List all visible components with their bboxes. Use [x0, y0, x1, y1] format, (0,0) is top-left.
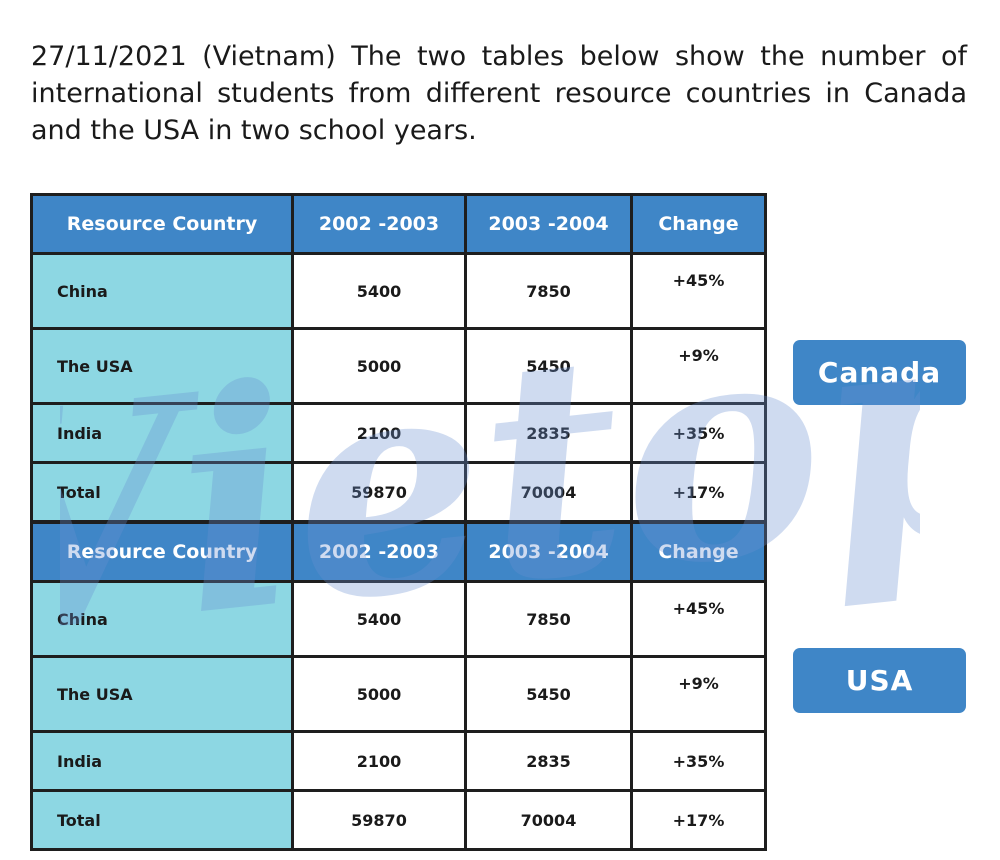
change-cell: +45% [630, 252, 767, 330]
country-cell: India [30, 730, 294, 792]
value-cell: 5400 [291, 252, 467, 330]
value-cell: 70004 [464, 461, 633, 523]
column-header: Change [630, 193, 767, 255]
canada-label: Canada [793, 340, 966, 405]
value-cell: 59870 [291, 789, 467, 851]
value-cell: 7850 [464, 252, 633, 330]
column-header: 2002 -2003 [291, 521, 467, 583]
table-row: China 5400 7850 +45% [30, 580, 767, 658]
table-row: The USA 5000 5450 +9% [30, 655, 767, 733]
canada-table: Resource Country 2002 -2003 2003 -2004 C… [30, 193, 767, 523]
country-cell: The USA [30, 327, 294, 405]
column-header: 2002 -2003 [291, 193, 467, 255]
usa-table: Resource Country 2002 -2003 2003 -2004 C… [30, 521, 767, 851]
change-cell: +9% [630, 655, 767, 733]
change-cell: +17% [630, 461, 767, 523]
value-cell: 2100 [291, 402, 467, 464]
value-cell: 5400 [291, 580, 467, 658]
country-cell: Total [30, 789, 294, 851]
value-cell: 2835 [464, 730, 633, 792]
table-row: India 2100 2835 +35% [30, 402, 767, 464]
country-cell: India [30, 402, 294, 464]
country-cell: China [30, 580, 294, 658]
column-header: Change [630, 521, 767, 583]
column-header: 2003 -2004 [464, 193, 633, 255]
change-cell: +9% [630, 327, 767, 405]
value-cell: 7850 [464, 580, 633, 658]
value-cell: 2835 [464, 402, 633, 464]
country-cell: Total [30, 461, 294, 523]
table-row: The USA 5000 5450 +9% [30, 327, 767, 405]
table-row: China 5400 7850 +45% [30, 252, 767, 330]
column-header: 2003 -2004 [464, 521, 633, 583]
usa-label: USA [793, 648, 966, 713]
change-cell: +17% [630, 789, 767, 851]
table-row: Total 59870 70004 +17% [30, 461, 767, 523]
intro-paragraph: 27/11/2021 (Vietnam) The two tables belo… [31, 41, 967, 146]
table-header-row: Resource Country 2002 -2003 2003 -2004 C… [30, 193, 767, 255]
change-cell: +45% [630, 580, 767, 658]
country-cell: China [30, 252, 294, 330]
change-cell: +35% [630, 730, 767, 792]
value-cell: 59870 [291, 461, 467, 523]
column-header: Resource Country [30, 193, 294, 255]
value-cell: 70004 [464, 789, 633, 851]
value-cell: 5000 [291, 327, 467, 405]
value-cell: 2100 [291, 730, 467, 792]
table-row: India 2100 2835 +35% [30, 730, 767, 792]
table-header-row: Resource Country 2002 -2003 2003 -2004 C… [30, 521, 767, 583]
change-cell: +35% [630, 402, 767, 464]
value-cell: 5000 [291, 655, 467, 733]
value-cell: 5450 [464, 655, 633, 733]
table-row: Total 59870 70004 +17% [30, 789, 767, 851]
country-cell: The USA [30, 655, 294, 733]
value-cell: 5450 [464, 327, 633, 405]
column-header: Resource Country [30, 521, 294, 583]
